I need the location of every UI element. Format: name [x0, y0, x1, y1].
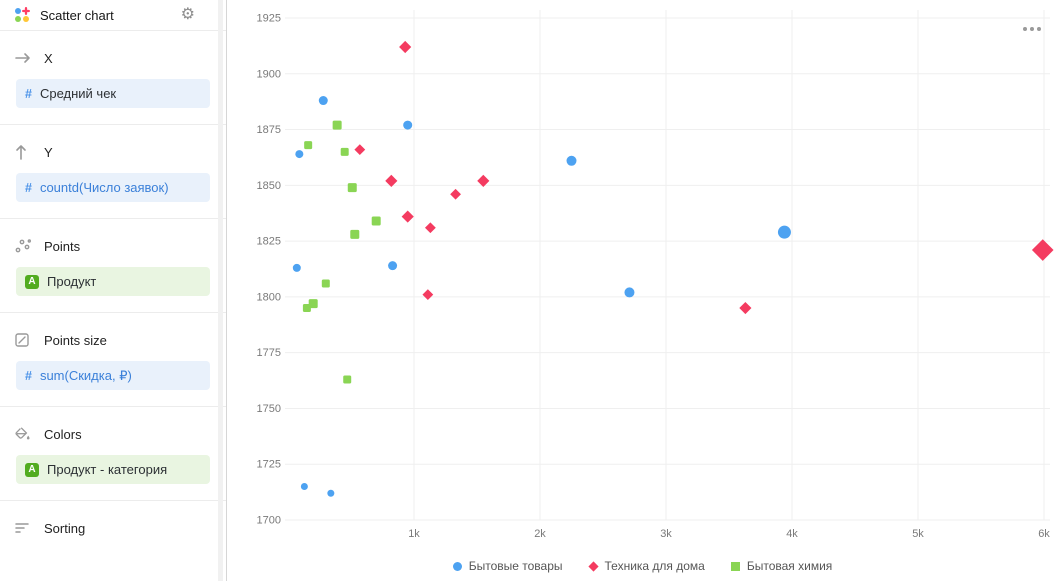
chart-menu-icon[interactable] — [1020, 24, 1044, 34]
section-divider — [0, 218, 226, 219]
section-x: X # Средний чек — [0, 31, 226, 124]
chart-settings-sidebar: Scatter chart ⚙ X # Средний чек Y # coun… — [0, 0, 227, 581]
sidebar-scrollbar[interactable] — [218, 0, 223, 581]
section-points-header: Points — [0, 233, 226, 259]
svg-text:1k: 1k — [408, 528, 420, 540]
section-y-label: Y — [44, 144, 53, 160]
section-colors-label: Colors — [44, 426, 82, 442]
section-points-size-label: Points size — [44, 332, 107, 348]
field-chip-y-label: countd(Число заявок) — [39, 180, 169, 195]
field-chip-points-label: Продукт — [47, 274, 97, 289]
legend-item[interactable]: Бытовая химия — [730, 559, 833, 573]
scatter-plot: 1925 1900 1875 1850 1825 1800 1775 1750 1725 1700… — [257, 10, 1054, 540]
section-y-header: Y — [0, 139, 226, 165]
svg-text:4k: 4k — [786, 528, 798, 540]
measure-hash-icon: # — [25, 180, 32, 195]
svg-text:1850: 1850 — [257, 180, 281, 192]
measure-hash-icon: # — [25, 86, 32, 101]
arrow-right-icon — [14, 51, 44, 65]
section-points-size: Points size # sum(Скидка, ₽) — [0, 313, 226, 406]
scatter-points-icon — [14, 238, 44, 254]
svg-text:1775: 1775 — [257, 347, 281, 359]
svg-text:1700: 1700 — [257, 515, 281, 527]
svg-text:1925: 1925 — [257, 13, 281, 25]
section-x-label: X — [44, 50, 53, 66]
field-chip-points-size[interactable]: # sum(Скидка, ₽) — [16, 361, 210, 390]
section-divider — [0, 500, 226, 501]
svg-text:5k: 5k — [912, 528, 924, 540]
gear-icon[interactable]: ⚙ — [180, 6, 195, 23]
legend-label: Бытовые товары — [468, 559, 563, 573]
field-chip-x-label: Средний чек — [39, 86, 117, 101]
section-colors-header: Colors — [0, 421, 226, 447]
dimension-badge-icon: A — [25, 462, 39, 477]
section-sorting-header: Sorting — [0, 515, 226, 541]
svg-text:1800: 1800 — [257, 291, 281, 303]
section-colors: Colors A Продукт - категория — [0, 407, 226, 500]
svg-text:1725: 1725 — [257, 459, 281, 471]
field-chip-points-size-label: sum(Скидка, ₽) — [39, 367, 132, 383]
measure-hash-icon: # — [25, 368, 32, 383]
field-chip-y[interactable]: # countd(Число заявок) — [16, 173, 210, 202]
svg-text:1900: 1900 — [257, 68, 281, 80]
svg-text:3k: 3k — [660, 528, 672, 540]
svg-text:2k: 2k — [534, 528, 546, 540]
section-points: Points A Продукт — [0, 219, 226, 312]
section-points-size-header: Points size — [0, 327, 226, 353]
page-title: Scatter chart — [40, 7, 114, 23]
chart-area: 1925 1900 1875 1850 1825 1800 1775 1750 1725 1700… — [227, 0, 1058, 581]
legend-diamond-marker — [587, 560, 599, 572]
svg-text:1750: 1750 — [257, 403, 281, 415]
section-sorting: Sorting — [0, 501, 226, 543]
points-size-icon — [14, 332, 44, 348]
section-y: Y # countd(Число заявок) — [0, 125, 226, 218]
field-chip-colors-label: Продукт - категория — [47, 462, 168, 477]
section-x-header: X — [0, 45, 226, 71]
chart-legend: Бытовые товары Техника для дома Бытовая … — [227, 550, 1058, 582]
app-logo-icon — [15, 7, 30, 22]
section-points-label: Points — [44, 238, 81, 254]
field-chip-x[interactable]: # Средний чек — [16, 79, 210, 108]
dimension-badge-icon: A — [25, 274, 39, 289]
sidebar-header: Scatter chart ⚙ — [0, 0, 226, 31]
legend-item[interactable]: Техника для дома — [587, 559, 705, 573]
legend-item[interactable]: Бытовые товары — [452, 559, 563, 573]
svg-text:1875: 1875 — [257, 124, 281, 136]
sorting-icon — [14, 522, 44, 534]
legend-square-marker — [730, 561, 740, 571]
section-divider — [0, 124, 226, 125]
legend-label: Техника для дома — [604, 559, 705, 573]
field-chip-colors[interactable]: A Продукт - категория — [16, 455, 210, 484]
arrow-up-icon — [14, 143, 44, 161]
legend-label: Бытовая химия — [746, 559, 833, 573]
svg-text:6k: 6k — [1038, 528, 1050, 540]
legend-circle-marker — [452, 561, 462, 571]
paint-bucket-icon — [14, 426, 44, 442]
section-divider — [0, 406, 226, 407]
svg-text:1825: 1825 — [257, 236, 281, 248]
section-sorting-label: Sorting — [44, 520, 86, 536]
field-chip-points[interactable]: A Продукт — [16, 267, 210, 296]
section-divider — [0, 312, 226, 313]
